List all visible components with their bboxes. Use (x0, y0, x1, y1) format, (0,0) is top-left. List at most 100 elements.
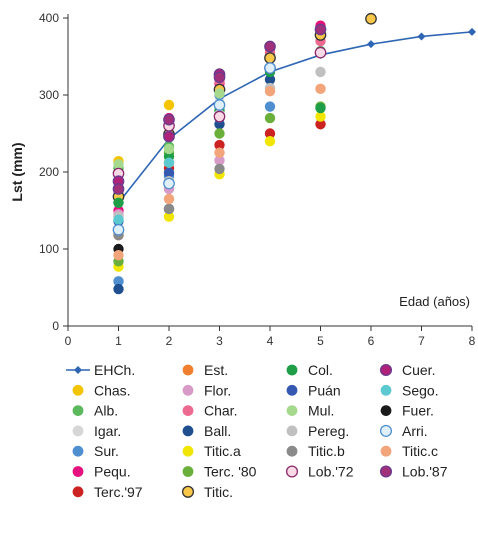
legend-label: Titic.c (402, 443, 438, 459)
data-point (315, 66, 326, 78)
legend-item: Terc. '80 (182, 464, 257, 480)
legend-item: Lob.'72 (285, 464, 354, 480)
legend-label: Titic.a (204, 443, 241, 459)
legend-label: Terc.'97 (94, 484, 143, 500)
legend-item: Col. (286, 362, 333, 378)
legend-item: Char. (182, 403, 237, 419)
legend-item: Titic.c (380, 443, 438, 459)
legend-label: Chas. (94, 382, 131, 398)
series-Ball. (113, 74, 276, 295)
y-tick-label: 100 (39, 242, 59, 256)
legend-label: Pereg. (308, 423, 349, 439)
series-Lob.'87 (112, 23, 327, 195)
legend-label: Puán (308, 382, 341, 398)
data-point (113, 159, 124, 170)
series-Sego. (113, 157, 175, 225)
scatter-points (112, 12, 377, 295)
data-point (264, 136, 276, 147)
legend-swatch (181, 485, 195, 498)
legend-item: Terc.'97 (72, 484, 143, 500)
data-point (315, 83, 326, 95)
x-axis-label: Edad (años) (399, 294, 470, 309)
data-point (264, 112, 276, 124)
data-point (213, 99, 226, 111)
legend-item: Fuer. (380, 403, 434, 419)
legend-item: Mul. (286, 403, 334, 419)
legend-label: Cuer. (402, 362, 435, 378)
x-tick-label: 2 (166, 334, 173, 348)
data-point (163, 177, 175, 190)
data-point (214, 139, 225, 151)
data-point (214, 155, 225, 166)
legend-swatch (72, 486, 84, 498)
legend-swatch (182, 384, 194, 396)
data-point (264, 101, 276, 112)
data-point (264, 62, 276, 74)
legend-swatch (286, 425, 298, 437)
data-point (113, 283, 124, 295)
data-point (163, 211, 175, 222)
legend-swatch (286, 445, 298, 457)
data-point (214, 163, 225, 175)
data-point (264, 40, 276, 53)
legend-swatch (72, 384, 84, 396)
legend-item: Alb. (72, 403, 118, 419)
data-point (264, 52, 276, 64)
axes: 0 100 200 300 400 0 1 2 3 4 5 6 7 8 (39, 11, 476, 348)
data-point (365, 12, 377, 25)
x-tick-label: 3 (216, 334, 223, 348)
legend-swatch (72, 466, 84, 477)
legend-label: Ball. (204, 423, 231, 439)
legend-swatch (286, 364, 298, 376)
series-Mul. (113, 88, 225, 170)
data-point (264, 74, 276, 85)
data-point (163, 113, 175, 126)
legend-item: Sego. (380, 382, 439, 398)
legend-swatch (72, 445, 84, 457)
data-point (315, 111, 326, 122)
legend-label: Est. (204, 362, 228, 378)
data-point (163, 193, 175, 205)
legend-label: EHCh. (94, 362, 135, 378)
data-point (214, 128, 225, 139)
series-Titic.c (113, 83, 326, 261)
legend-label: Char. (204, 403, 237, 419)
legend-swatch (182, 425, 194, 437)
data-point (264, 85, 276, 97)
data-point (163, 203, 175, 215)
data-point (113, 276, 124, 287)
y-tick-label: 200 (39, 165, 59, 179)
x-tick-label: 8 (469, 334, 476, 348)
data-point (314, 23, 327, 36)
line-marker (468, 27, 476, 36)
legend-item: Igar. (72, 423, 121, 439)
legend-swatch (72, 405, 84, 416)
x-ticks: 0 1 2 3 4 5 6 7 8 (65, 326, 476, 348)
data-point (214, 88, 225, 99)
legend-swatch (380, 405, 392, 416)
legend-swatch (286, 384, 298, 396)
x-tick-label: 4 (267, 334, 274, 348)
legend-item: Sur. (72, 443, 119, 459)
legend-swatch (379, 424, 393, 437)
legend-label: Sego. (402, 382, 439, 398)
data-point (163, 99, 175, 111)
line-marker (367, 40, 375, 49)
legend-label: Titic. (204, 484, 233, 500)
data-point (112, 183, 125, 195)
legend-swatch (182, 405, 194, 416)
legend-item: Lob.'87 (379, 464, 448, 480)
data-point (264, 128, 276, 139)
legend-label: Alb. (94, 403, 118, 419)
legend-swatch (380, 445, 392, 457)
legend-label: Arri. (402, 423, 428, 439)
data-point (163, 167, 175, 178)
data-point (213, 110, 226, 123)
legend-swatch (72, 425, 84, 437)
y-tick-label: 0 (52, 319, 59, 333)
legend-swatch (182, 364, 194, 376)
data-point (163, 157, 175, 168)
series-Arri. (112, 62, 276, 236)
data-point (113, 214, 124, 225)
